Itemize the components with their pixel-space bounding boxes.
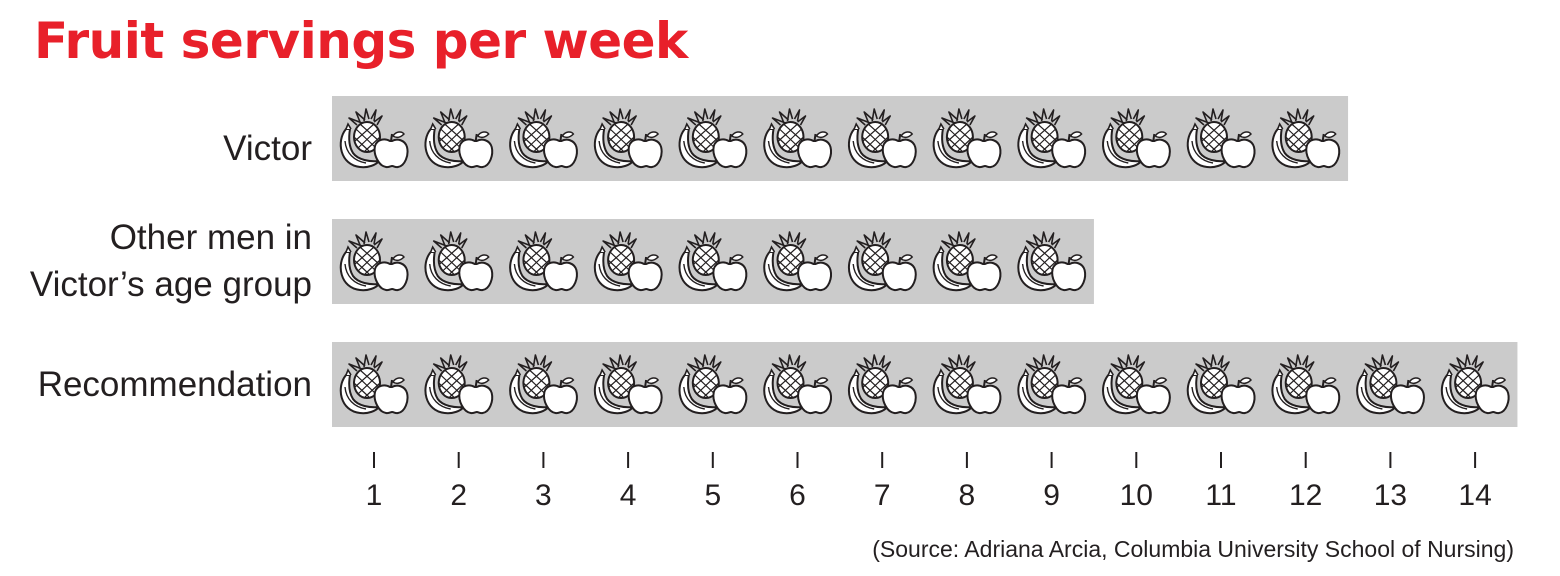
row-label: Victor’s age group bbox=[30, 265, 312, 304]
x-tick-label: 4 bbox=[620, 479, 637, 512]
x-tick-label: 12 bbox=[1289, 479, 1322, 512]
x-tick-label: 3 bbox=[535, 479, 552, 512]
x-tick-label: 6 bbox=[789, 479, 806, 512]
x-tick-label: 7 bbox=[874, 479, 891, 512]
x-axis: 1 2 3 4 5 6 7 8 9 10 11 12 13 14 bbox=[366, 452, 1492, 512]
x-tick-label: 10 bbox=[1120, 479, 1153, 512]
row-label: Victor bbox=[223, 129, 312, 168]
row-labels: Victor Other men in Victor’s age group Reco… bbox=[30, 129, 312, 404]
bar bbox=[332, 96, 1349, 181]
x-tick-label: 14 bbox=[1458, 479, 1491, 512]
source-note: (Source: Adriana Arcia, Columbia Univers… bbox=[872, 536, 1514, 562]
x-tick-label: 2 bbox=[450, 479, 467, 512]
x-tick-label: 5 bbox=[704, 479, 721, 512]
x-tick-label: 11 bbox=[1205, 479, 1236, 512]
row-label: Recommendation bbox=[38, 365, 312, 404]
chart-title: Fruit servings per week bbox=[34, 12, 688, 70]
x-tick-label: 8 bbox=[959, 479, 976, 512]
x-tick-label: 9 bbox=[1043, 479, 1060, 512]
bars-layer bbox=[332, 96, 1518, 427]
x-tick-label: 13 bbox=[1374, 479, 1407, 512]
row-label: Other men in bbox=[110, 218, 312, 257]
x-tick-label: 1 bbox=[366, 479, 383, 512]
